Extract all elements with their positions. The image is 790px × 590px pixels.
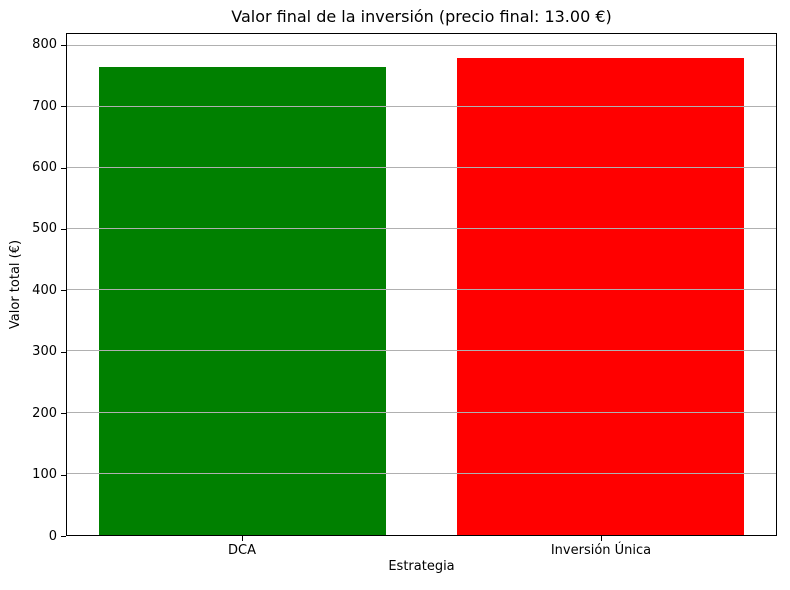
y-tick-mark: [61, 413, 66, 415]
bar-dca: [99, 67, 386, 535]
gridline: [67, 166, 776, 168]
x-tick-mark: [601, 536, 602, 541]
y-tick-mark: [61, 44, 66, 46]
y-tick-label: 200: [32, 405, 57, 421]
gridline: [67, 411, 776, 413]
y-tick-mark: [61, 474, 66, 476]
x-tick-label: DCA: [228, 543, 256, 558]
y-tick-label: 800: [32, 37, 57, 53]
chart-title: Valor final de la inversión (precio fina…: [231, 7, 612, 26]
y-tick-mark: [61, 351, 66, 353]
y-tick-label: 300: [32, 344, 57, 360]
gridline: [67, 350, 776, 352]
gridline: [67, 289, 776, 291]
gridline: [67, 105, 776, 107]
bar-inversion-unica: [457, 57, 744, 535]
y-tick-label: 100: [32, 467, 57, 483]
plot-area: [66, 33, 777, 536]
y-tick-mark: [61, 536, 66, 537]
y-tick-mark: [61, 167, 66, 169]
y-tick-mark: [61, 228, 66, 230]
x-tick-mark: [242, 536, 243, 541]
y-tick-label: 0: [48, 528, 57, 544]
y-tick-mark: [61, 106, 66, 108]
y-tick-mark: [61, 290, 66, 292]
x-tick-label: Inversión Única: [550, 543, 652, 558]
y-tick-label: 600: [32, 160, 57, 175]
gridline: [67, 472, 776, 474]
y-tick-label: 500: [32, 221, 57, 237]
y-tick-label: 700: [32, 98, 57, 114]
y-tick-label: 400: [32, 282, 57, 298]
gridline: [67, 44, 776, 46]
gridline: [67, 228, 776, 230]
x-axis-label: Estrategia: [388, 559, 455, 574]
